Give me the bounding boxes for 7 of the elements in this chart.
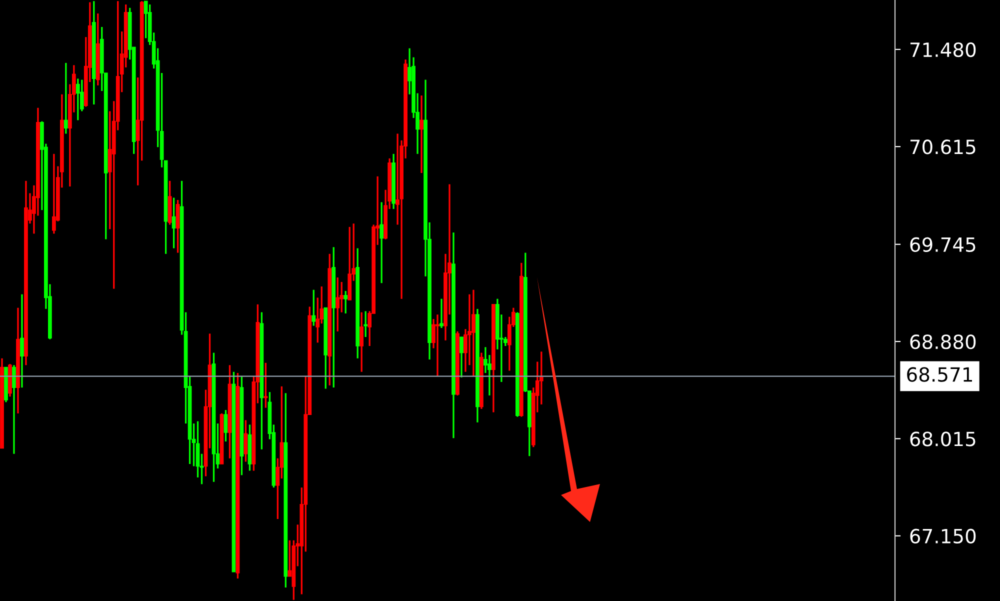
y-tick-label: 71.480: [910, 42, 976, 58]
y-tick-label: 68.015: [910, 432, 976, 446]
y-tick-label: 70.615: [910, 140, 976, 154]
y-tick-label: 69.745: [910, 237, 976, 252]
y-tick-label: 68.880: [910, 334, 976, 350]
y-tick-label: 67.150: [910, 528, 976, 544]
ref-line-label: 68.571: [907, 367, 972, 382]
